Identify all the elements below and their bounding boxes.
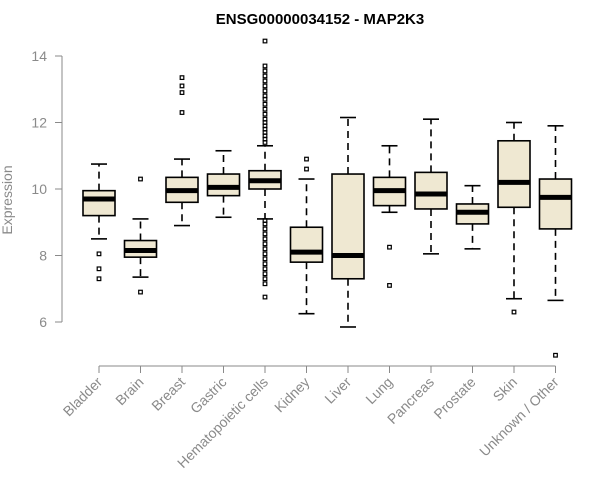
outlier-point — [304, 166, 309, 172]
y-tick-label: 8 — [39, 248, 47, 264]
x-tick-label: Unknown / Other — [476, 374, 562, 460]
outlier-point — [138, 289, 143, 295]
outlier-point — [262, 111, 268, 117]
chart-title: ENSG00000034152 - MAP2K3 — [216, 11, 424, 28]
outlier-point — [179, 75, 185, 81]
outlier-point — [262, 251, 268, 257]
box — [538, 178, 573, 230]
x-tick-label: Skin — [490, 374, 521, 405]
outlier-point — [262, 256, 268, 262]
box-series — [82, 38, 573, 358]
outlier-point — [262, 73, 268, 79]
y-axis-label: Expression — [0, 165, 15, 234]
x-tick-label: Liver — [321, 374, 354, 407]
outlier-point — [262, 231, 268, 237]
box-group — [372, 144, 407, 288]
outlier-point — [262, 83, 268, 89]
outlier-point — [96, 251, 102, 257]
outlier-point — [179, 83, 185, 89]
outlier-point — [262, 221, 268, 227]
box-group — [165, 75, 199, 227]
box-group — [289, 156, 324, 315]
outlier-point — [262, 38, 268, 44]
outlier-point — [262, 78, 268, 84]
outlier-point — [262, 281, 268, 287]
y-tick-label: 14 — [31, 48, 47, 64]
box — [289, 226, 324, 263]
box-group — [538, 125, 573, 358]
outlier-point — [96, 266, 102, 272]
box-group — [248, 38, 282, 300]
y-tick-label: 6 — [39, 314, 47, 330]
outlier-point — [262, 106, 268, 112]
outlier-point — [304, 156, 309, 162]
outlier-point — [553, 352, 558, 358]
outlier-point — [262, 226, 268, 232]
outlier-point — [262, 68, 268, 74]
outlier-point — [262, 261, 268, 267]
y-tick-label: 12 — [31, 115, 47, 131]
box-group — [331, 116, 365, 328]
x-tick-label: Kidney — [271, 374, 313, 416]
x-tick-label: Breast — [148, 374, 188, 414]
outlier-point — [262, 96, 268, 102]
box-group — [123, 176, 158, 295]
box — [82, 189, 116, 217]
outlier-point — [387, 283, 392, 288]
outlier-point — [262, 294, 268, 300]
box — [414, 171, 448, 210]
box — [331, 173, 365, 280]
box-group — [414, 118, 448, 255]
outlier-point — [262, 63, 268, 69]
outlier-point — [262, 236, 268, 242]
box-group — [497, 121, 531, 315]
outlier-point — [179, 90, 185, 95]
outlier-point — [387, 244, 392, 250]
outlier-point — [138, 176, 143, 182]
outlier-point — [262, 271, 268, 277]
outlier-point — [96, 276, 102, 282]
x-tick-label: Brain — [112, 374, 146, 408]
y-axis: 6 8 10 12 14 — [31, 48, 63, 330]
outlier-point — [262, 266, 268, 272]
outlier-point — [179, 110, 185, 115]
box-group — [206, 149, 241, 219]
y-tick-label: 10 — [31, 181, 47, 197]
x-tick-label: Prostate — [430, 374, 478, 422]
outlier-point — [262, 88, 268, 94]
outlier-point — [262, 140, 268, 145]
box — [497, 139, 531, 209]
x-tick-label: Lung — [362, 374, 395, 407]
box-group — [455, 184, 490, 250]
outlier-point — [511, 309, 517, 315]
outlier-point — [262, 276, 268, 282]
outlier-point — [262, 101, 268, 107]
outlier-point — [262, 241, 268, 247]
box-group — [82, 163, 116, 282]
x-tick-label: Bladder — [60, 374, 106, 420]
outlier-point — [262, 246, 268, 252]
